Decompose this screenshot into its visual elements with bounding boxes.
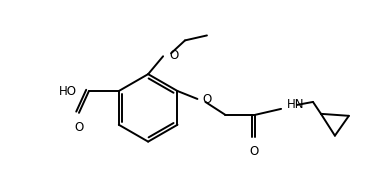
Text: HN: HN bbox=[287, 98, 305, 111]
Text: O: O bbox=[169, 49, 178, 62]
Text: HO: HO bbox=[59, 84, 77, 97]
Text: O: O bbox=[74, 121, 84, 134]
Text: O: O bbox=[250, 145, 259, 158]
Text: O: O bbox=[202, 93, 211, 106]
